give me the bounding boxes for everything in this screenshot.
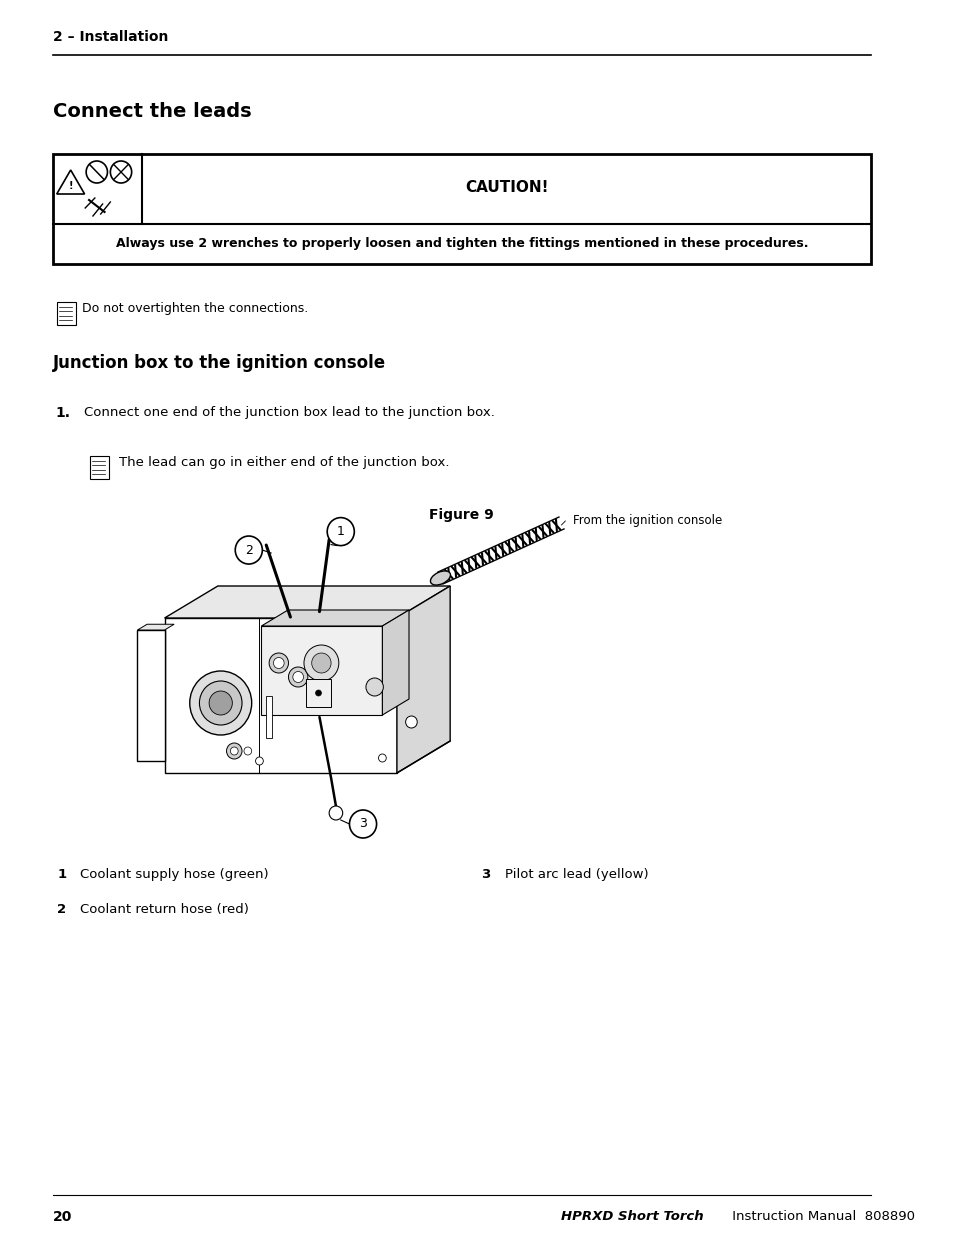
Circle shape: [405, 716, 416, 727]
Circle shape: [366, 678, 383, 697]
Text: CAUTION!: CAUTION!: [464, 180, 548, 195]
Circle shape: [111, 161, 132, 183]
Circle shape: [378, 755, 386, 762]
Text: Always use 2 wrenches to properly loosen and tighten the fittings mentioned in t: Always use 2 wrenches to properly loosen…: [116, 237, 807, 251]
Circle shape: [329, 806, 342, 820]
Ellipse shape: [430, 571, 450, 585]
Circle shape: [288, 667, 308, 687]
Circle shape: [235, 536, 262, 564]
Text: 1: 1: [57, 868, 66, 881]
Circle shape: [226, 743, 242, 760]
Circle shape: [293, 672, 303, 683]
Polygon shape: [137, 624, 174, 630]
Circle shape: [190, 671, 252, 735]
Bar: [90, 456, 109, 479]
Circle shape: [269, 653, 288, 673]
Bar: [53, 154, 870, 264]
Text: Connect one end of the junction box lead to the junction box.: Connect one end of the junction box lead…: [84, 406, 495, 419]
Bar: [306, 679, 331, 706]
Polygon shape: [382, 610, 409, 715]
Text: Figure 9: Figure 9: [429, 508, 494, 522]
Polygon shape: [56, 170, 85, 194]
Circle shape: [315, 690, 321, 697]
Text: Do not overtighten the connections.: Do not overtighten the connections.: [82, 303, 308, 315]
Polygon shape: [261, 610, 409, 626]
Text: From the ignition console: From the ignition console: [573, 515, 721, 527]
Text: 1.: 1.: [55, 406, 71, 420]
Circle shape: [349, 810, 376, 839]
Polygon shape: [165, 618, 396, 773]
Text: 3: 3: [480, 868, 490, 881]
Text: Instruction Manual  808890: Instruction Manual 808890: [727, 1210, 914, 1223]
Polygon shape: [261, 626, 382, 715]
Text: Junction box to the ignition console: Junction box to the ignition console: [53, 354, 386, 372]
Polygon shape: [396, 585, 450, 773]
Circle shape: [304, 645, 338, 680]
Circle shape: [327, 517, 354, 546]
Circle shape: [231, 747, 238, 755]
Circle shape: [199, 680, 242, 725]
Circle shape: [255, 757, 263, 764]
Text: HPRXD Short Torch: HPRXD Short Torch: [561, 1210, 703, 1223]
Text: 3: 3: [358, 818, 367, 830]
Circle shape: [86, 161, 108, 183]
Text: 2: 2: [245, 543, 253, 557]
Circle shape: [274, 657, 284, 668]
Text: Pilot arc lead (yellow): Pilot arc lead (yellow): [505, 868, 648, 881]
Text: 1: 1: [336, 525, 344, 538]
Text: 20: 20: [53, 1210, 72, 1224]
Circle shape: [312, 653, 331, 673]
Text: Connect the leads: Connect the leads: [53, 103, 252, 121]
Text: Coolant return hose (red): Coolant return hose (red): [80, 903, 249, 916]
Text: 2 – Installation: 2 – Installation: [53, 30, 169, 44]
Bar: [56, 303, 76, 325]
Circle shape: [244, 747, 252, 755]
Text: !: !: [69, 182, 72, 191]
Polygon shape: [137, 630, 165, 761]
Polygon shape: [165, 585, 450, 618]
Text: Coolant supply hose (green): Coolant supply hose (green): [80, 868, 269, 881]
Circle shape: [209, 692, 233, 715]
Text: The lead can go in either end of the junction box.: The lead can go in either end of the jun…: [119, 456, 449, 469]
Bar: [266, 697, 272, 739]
Text: 2: 2: [57, 903, 66, 916]
